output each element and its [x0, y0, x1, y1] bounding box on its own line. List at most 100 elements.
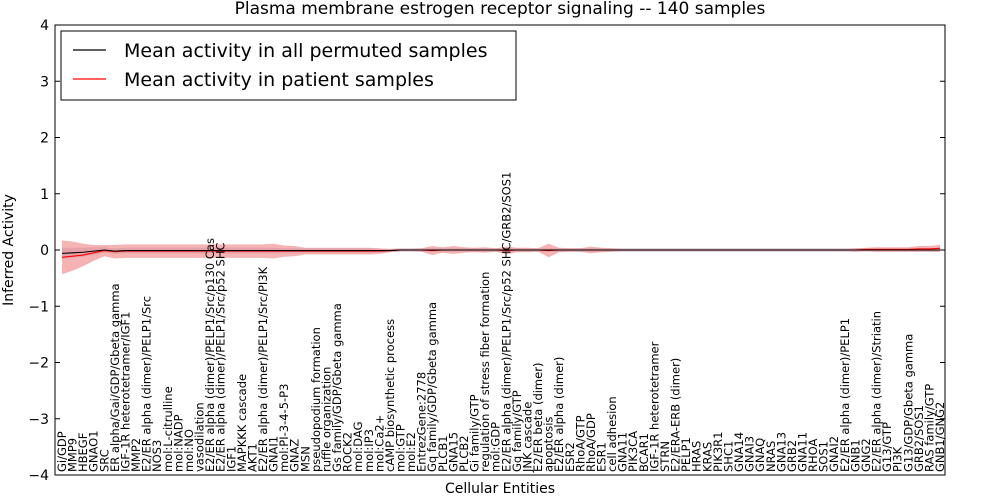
entity-label: G13/GDP/Gbeta gamma: [901, 334, 915, 472]
entity-label: IGF-1R heterotetramer: [647, 341, 661, 472]
entity-label: mol:NO: [182, 429, 196, 472]
entity-label: SHC1: [721, 441, 735, 472]
entity-label: E2/ER alpha (dimer)/PELP1/Src/p52 SHC/GR…: [499, 172, 513, 472]
entity-label: regulation of stress fiber formation: [478, 272, 492, 472]
series-lines: [61, 247, 941, 258]
entity-label: RAS family/GTP: [922, 384, 936, 472]
entity-label: IGF1: [224, 446, 238, 472]
x-axis-label: Cellular Entities: [445, 481, 555, 497]
y-axis-label: Inferred Activity: [1, 194, 17, 306]
entity-label: GNA11: [616, 432, 630, 472]
entity-label: GNAQ: [753, 438, 767, 472]
entity-label: ESR2: [563, 442, 577, 472]
entity-label: PELP1: [679, 437, 693, 472]
entity-label: BCAR1: [637, 433, 651, 472]
entity-label: Gq family/GDP/Gbeta gamma: [425, 302, 439, 472]
entity-label: GRB2/SOS1: [912, 405, 926, 472]
entity-label: RHOA: [806, 439, 820, 472]
entity-label: PIK3CA: [626, 431, 640, 472]
y-tick-label: −3: [28, 412, 49, 428]
entity-label: E2/ER alpha (dimer)/Striatin: [870, 311, 884, 472]
entity-label: GNAZ: [288, 439, 302, 472]
entity-label: ER alpha/Gai/GDP/Gbeta gamma: [108, 283, 122, 472]
entity-label: NOS3: [150, 440, 164, 472]
entity-label: mol:GTP: [394, 424, 408, 472]
entity-label: Gq family/GTP: [510, 390, 524, 472]
entity-label: MMP2: [129, 438, 143, 472]
entity-label: cell adhesion: [605, 396, 619, 472]
y-tick-label: 1: [40, 187, 49, 203]
entity-label: MMP9: [66, 438, 80, 472]
y-tick-label: 4: [40, 18, 49, 34]
entity-label: SRC: [97, 449, 111, 472]
entity-label: GNB1: [848, 439, 862, 472]
entity-label: PLCB2: [457, 435, 471, 472]
entity-label: HRAS: [690, 441, 704, 472]
entity-label: GNA14: [732, 432, 746, 472]
entity-label: apoptosis: [542, 417, 556, 472]
entity-label: GNA13: [774, 432, 788, 472]
entity-label: E2/ER alpha (dimer)/PELP1/Src/p52 SHC: [214, 242, 228, 472]
entity-label: RhoA/GDP: [584, 413, 598, 472]
entity-label: ESR1: [594, 442, 608, 472]
entity-label: mol:E2: [404, 432, 418, 472]
entity-label: E2/ER alpha (dimer)/PELP1/Src: [140, 296, 154, 472]
entity-label: E2/ERA-ERB (dimer): [669, 358, 683, 472]
entity-label: KRAS: [700, 442, 714, 472]
entity-label: MSN: [298, 446, 312, 472]
entity-label: Gs family/GDP/Gbeta gamma: [330, 303, 344, 472]
legend-box: [60, 30, 517, 101]
chart-title: Plasma membrane estrogen receptor signal…: [235, 0, 766, 19]
entity-label: STRN: [658, 441, 672, 472]
entity-label: mol:GDP: [489, 422, 503, 472]
patient-band: [62, 240, 940, 275]
y-tick-label: −4: [28, 468, 49, 484]
entity-label: E2/ER alpha (dimer)/PELP1: [838, 318, 852, 472]
entity-label: Gi family/GTP: [468, 394, 482, 472]
entity-label: mol:DAG: [351, 421, 365, 472]
entity-label: SOS1: [817, 441, 831, 472]
entity-label: AKT1: [245, 443, 259, 472]
entity-label: G13/GTP: [880, 422, 894, 472]
y-tick-label: 0: [40, 243, 49, 259]
entity-label: mol:PI-3-4-5-P3: [277, 384, 291, 472]
entity-label: GRB2: [785, 440, 799, 472]
entity-label: NRAS: [764, 441, 778, 472]
entity-label: PLCB1: [436, 435, 450, 472]
entity-label: GNAI1: [267, 436, 281, 472]
legend-entry-patient: Mean activity in patient samples: [124, 69, 434, 91]
y-tick-label: 3: [40, 74, 49, 90]
permuted-mean-line: [61, 249, 940, 254]
entity-label: PIK3R1: [711, 432, 725, 473]
entity-label: mol:IP3: [362, 429, 376, 472]
y-tick-label: 2: [40, 131, 49, 147]
entity-label: E2/ER alpha (dimer): [552, 357, 566, 472]
entity-label: IGF-1R heterotetramer/IGF1: [118, 312, 132, 472]
entity-label: GNAI3: [743, 436, 757, 472]
entity-label: PI3K: [891, 446, 905, 472]
entity-label: vasodilation: [193, 402, 207, 472]
y-tick-label: −2: [28, 356, 49, 372]
entity-label: GNA11: [795, 432, 809, 472]
entity-label: GNAO1: [87, 430, 101, 472]
entity-label: cAMP biosynthetic process: [383, 319, 397, 472]
entity-label: mol:Ca2+: [372, 415, 386, 472]
legend: Mean activity in all permuted samples Me…: [60, 30, 517, 101]
entity-label: mol:L-citrulline: [161, 386, 175, 472]
entity-label: EntrezGene:2778: [415, 372, 429, 472]
entity-label: pseudopodium formation: [309, 327, 323, 472]
entity-label: MAPKKK cascade: [235, 374, 249, 472]
entity-label: HBEGF: [76, 433, 90, 472]
entity-label: GNAI2: [827, 436, 841, 472]
entity-label: GNA15: [446, 432, 460, 472]
entity-label: ruffle organization: [319, 367, 333, 472]
entity-label: E2/ER alpha (dimer)/PELP1/Src/PI3K: [256, 266, 270, 472]
legend-entry-permuted: Mean activity in all permuted samples: [124, 40, 487, 62]
entity-label: ROCK2: [341, 432, 355, 472]
y-axis-ticks: −4 −3 −2 −1 0 1 2 3 4: [28, 18, 945, 484]
entity-label: GNG2: [859, 438, 873, 472]
entity-label: mol:NADP: [171, 414, 185, 472]
entity-label: E2/ER alpha (dimer)/PELP1/Src/p130 Cas: [203, 238, 217, 472]
